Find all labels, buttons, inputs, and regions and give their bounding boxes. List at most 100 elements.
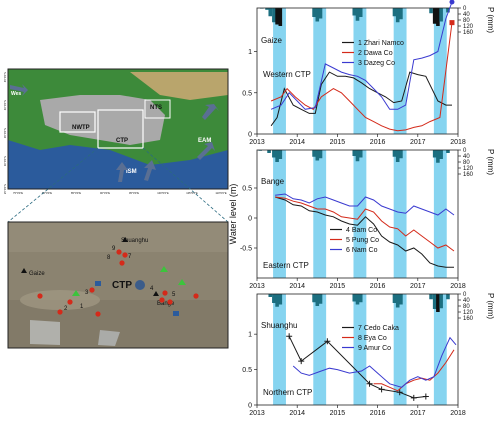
- x-tick-label: 2014: [289, 139, 305, 146]
- map-lon-tick: 75°0'0"E: [13, 191, 23, 195]
- map-lat-tick: 40°0'0"N: [3, 100, 7, 110]
- series-marker: [422, 393, 429, 400]
- precip-bar: [436, 294, 440, 312]
- precip-bar: [265, 8, 269, 10]
- map-lat-tick: 25°0'0"N: [3, 184, 7, 194]
- satellite-texture-band-1: [8, 222, 228, 252]
- precip-tick-label: 40: [463, 298, 470, 304]
- wet-season-band: [353, 150, 367, 278]
- precip-tick-label: 0: [463, 292, 467, 298]
- map-lat-ticks: 45°0'0"N 40°0'0"N 35°0'0"N 30°0'0"N 25°0'0"N: [3, 72, 7, 194]
- lake-marker: [122, 252, 128, 258]
- precip-bar: [352, 8, 357, 16]
- ism-arrow-icon-left: [116, 162, 128, 182]
- wet-season-band: [273, 294, 286, 405]
- legend-label: 3 Dazeg Co: [358, 60, 395, 67]
- series-marker: [410, 394, 417, 401]
- precip-bar: [358, 294, 363, 303]
- region-label: Northern CTP: [263, 388, 312, 397]
- precip-axis-label: P (mm): [486, 7, 495, 33]
- label-westerlies: Wes: [11, 91, 21, 97]
- ctp-zoom-map: CTP Gaize Shuanghu Bange 9 8 7 3 4 5 2 1: [7, 221, 229, 349]
- map-desert: [130, 72, 228, 100]
- y-tick-label: 1: [248, 49, 252, 56]
- station-label: Shuanghu: [261, 321, 297, 330]
- precip-tick-label: 160: [463, 172, 474, 178]
- precip-tick-label: 80: [463, 18, 470, 24]
- series-line: [270, 22, 453, 132]
- precip-bar: [272, 150, 276, 158]
- zoom-connector-right: [142, 147, 229, 223]
- x-tick-label: 2016: [370, 139, 386, 146]
- precip-bar: [446, 8, 450, 13]
- x-tick-label: 2016: [370, 283, 386, 290]
- x-tick-label: 2015: [330, 139, 346, 146]
- station-label: Bange: [261, 177, 285, 186]
- precip-bar: [312, 294, 316, 303]
- precip-bar: [395, 150, 400, 162]
- y-tick-label: 1: [248, 332, 252, 339]
- precip-tick-label: 80: [463, 160, 470, 166]
- precip-bar: [318, 8, 323, 19]
- lake-blue-square: [95, 281, 101, 286]
- lake-marker: [193, 293, 199, 299]
- precip-bar: [395, 294, 400, 308]
- precip-bar: [268, 8, 273, 17]
- ism-arrow-icon-right: [144, 160, 156, 181]
- legend-label: 8 Eya Co: [358, 335, 387, 342]
- precip-bar: [275, 150, 279, 162]
- x-tick-label: 2016: [370, 410, 386, 417]
- precip-bar: [399, 8, 403, 20]
- precip-bar: [446, 150, 450, 153]
- x-tick-label: 2018: [450, 410, 466, 417]
- lake-marker: [67, 299, 73, 305]
- map-lat-tick: 30°0'0"N: [3, 156, 7, 166]
- precip-bar: [439, 150, 443, 159]
- map-lon-tick: 80°0'0"E: [42, 191, 52, 195]
- series-line: [274, 196, 454, 268]
- plot-frame: [256, 7, 459, 135]
- precip-bar: [392, 8, 397, 17]
- plot-frame: [256, 293, 459, 406]
- precip-axis-label: P (mm): [486, 293, 495, 319]
- precip-bar: [275, 8, 279, 25]
- precip-bar: [352, 294, 357, 302]
- legend-label: 5 Pung Co: [346, 237, 379, 244]
- x-tick-label: 2017: [410, 139, 426, 146]
- y-tick-label: 0.5: [242, 367, 252, 374]
- x-tick-label: 2017: [410, 283, 426, 290]
- wet-season-band: [393, 8, 407, 134]
- label-nwtp: NWTP: [72, 125, 90, 131]
- nam-co-lake: [135, 280, 145, 290]
- map-lat-tick: 45°0'0"N: [3, 72, 7, 82]
- lake-markers: [37, 249, 199, 317]
- wet-season-band: [393, 150, 407, 278]
- precip-tick-label: 160: [463, 30, 474, 36]
- precip-tick-label: 40: [463, 12, 470, 18]
- glacier-triangle-icon: [160, 266, 168, 272]
- precip-tick-label: 80: [463, 304, 470, 310]
- bange-label: Bange: [157, 301, 175, 307]
- x-tick-label: 2018: [450, 283, 466, 290]
- precip-tick-label: 160: [463, 316, 474, 322]
- dawa-co-end-marker: [449, 20, 455, 26]
- precip-bar: [355, 294, 360, 305]
- wet-season-band: [433, 8, 447, 134]
- precip-bar: [432, 150, 437, 158]
- lake-marker: [119, 260, 125, 266]
- dazeg-co-end-marker: [449, 0, 455, 5]
- lake-number-4: 4: [150, 286, 154, 292]
- wet-season-band: [313, 294, 327, 405]
- precip-tick-label: 0: [463, 148, 467, 154]
- x-tick-label: 2013: [249, 410, 265, 417]
- map-lon-tick: 95°0'0"E: [129, 191, 139, 195]
- wet-season-band: [313, 8, 327, 134]
- eam-arrow-icon-upper: [202, 104, 219, 120]
- precip-bar: [278, 294, 283, 305]
- lake-number-3: 3: [85, 290, 89, 296]
- glacier-triangle-icon: [72, 290, 80, 296]
- y-tick-label: 0: [248, 132, 252, 139]
- wet-season-band: [273, 150, 286, 278]
- wet-season-band: [433, 294, 447, 405]
